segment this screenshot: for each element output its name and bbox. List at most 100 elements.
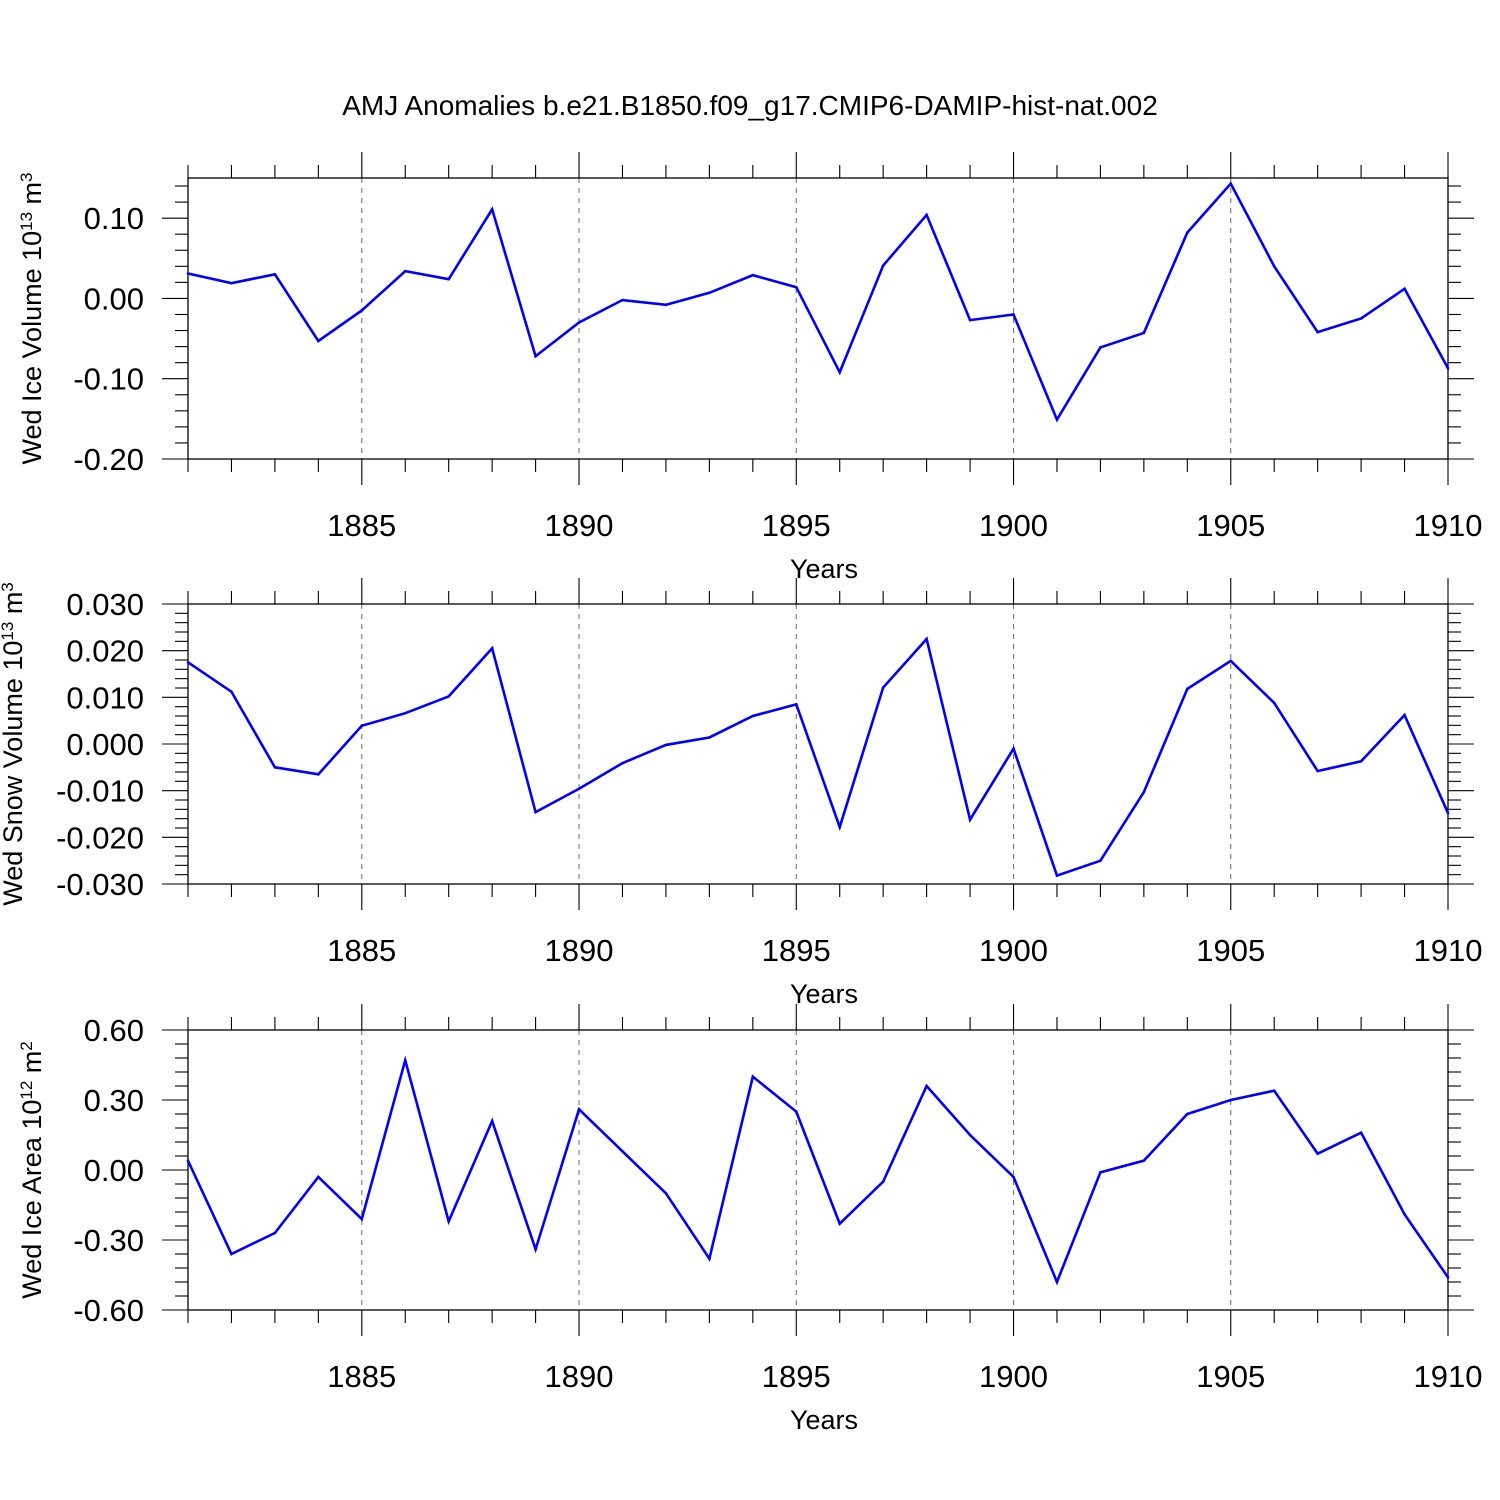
data-point-1888 — [490, 647, 494, 650]
data-point-1907 — [1316, 330, 1319, 334]
data-point-1883 — [273, 1231, 277, 1235]
data-point-1906 — [1272, 701, 1276, 705]
data-point-1884 — [317, 1175, 320, 1179]
data-point-1897 — [881, 264, 885, 267]
data-point-1885 — [360, 724, 364, 728]
data-point-1903 — [1142, 331, 1146, 335]
data-point-1884 — [317, 773, 320, 776]
y-tick-label: 0.000 — [66, 727, 144, 762]
y-tick-label: 0.30 — [84, 1083, 144, 1118]
data-point-1881 — [186, 661, 190, 664]
figure-title: AMJ Anomalies b.e21.B1850.f09_g17.CMIP6-… — [342, 90, 1158, 121]
x-tick-label: 1895 — [762, 933, 831, 968]
data-point-1909 — [1403, 1213, 1406, 1216]
data-point-1882 — [230, 1252, 233, 1256]
y-axis-label-exp: 13 — [17, 212, 36, 231]
data-point-1900 — [1012, 747, 1015, 750]
data-point-1889 — [534, 354, 537, 358]
data-point-1895 — [794, 703, 798, 706]
y-axis-label-unit-exp: 3 — [0, 582, 17, 591]
data-point-1891 — [621, 1150, 624, 1153]
data-point-1905 — [1229, 1098, 1233, 1102]
x-axis-label: Years — [790, 979, 858, 1009]
data-point-1882 — [230, 281, 233, 285]
x-tick-label: 1910 — [1414, 1359, 1483, 1394]
x-tick-label: 1895 — [762, 1359, 831, 1394]
y-tick-label: -0.30 — [73, 1223, 144, 1258]
data-point-1907 — [1316, 769, 1319, 773]
data-point-1894 — [751, 714, 755, 718]
data-point-1899 — [968, 318, 972, 322]
series-line — [187, 636, 1450, 878]
y-tick-label: -0.010 — [56, 774, 144, 809]
data-point-1900 — [1012, 313, 1015, 316]
data-point-1901 — [1055, 1280, 1059, 1284]
x-tick-label: 1905 — [1196, 1359, 1265, 1394]
data-point-1890 — [577, 321, 581, 324]
data-point-1902 — [1099, 1171, 1102, 1174]
data-point-1889 — [534, 1248, 537, 1251]
data-point-1896 — [838, 825, 842, 829]
y-tick-label: 0.60 — [84, 1013, 144, 1048]
x-tick-label: 1900 — [979, 508, 1048, 543]
y-axis-label-unit-exp: 2 — [17, 1041, 36, 1050]
x-tick-label: 1890 — [545, 508, 614, 543]
data-point-1893 — [708, 1257, 711, 1260]
x-tick-label: 1900 — [979, 1359, 1048, 1394]
data-point-1894 — [751, 273, 755, 277]
chart-panel-1: 0.10 0.00 -0.10 -0.20 1885 1890 1895 1900 1905 19… — [17, 152, 1482, 584]
y-axis-label-text: Wed Ice Area 10 — [17, 1100, 47, 1299]
y-axis-label: Wed Ice Area 1012 m2 — [17, 1041, 47, 1299]
panels: 0.10 0.00 -0.10 -0.20 1885 1890 1895 1900 1905 19… — [0, 152, 1482, 1435]
data-point-1896 — [838, 1222, 842, 1225]
y-tick-label: 0.010 — [66, 680, 144, 715]
data-point-1903 — [1142, 790, 1146, 794]
x-tick-label: 1885 — [327, 933, 396, 968]
data-point-1908 — [1359, 1131, 1363, 1134]
data-point-1902 — [1099, 859, 1102, 862]
y-axis-label-text: Wed Snow Volume 10 — [0, 641, 28, 906]
data-point-1897 — [881, 686, 885, 689]
data-point-1895 — [794, 285, 798, 289]
x-tick-label: 1910 — [1414, 933, 1483, 968]
data-point-1910 — [1446, 366, 1450, 370]
data-point-1892 — [664, 303, 668, 307]
y-tick-label: -0.020 — [56, 820, 144, 855]
data-point-1890 — [577, 787, 581, 791]
data-point-1896 — [838, 370, 842, 374]
data-point-1899 — [968, 1133, 972, 1137]
data-point-1899 — [968, 818, 972, 821]
y-axis-label-unit: m — [0, 592, 28, 622]
x-tick-label: 1905 — [1196, 933, 1265, 968]
data-point-1908 — [1359, 317, 1363, 320]
data-point-1902 — [1099, 346, 1102, 349]
data-point-1905 — [1229, 659, 1233, 663]
data-point-1887 — [447, 277, 450, 281]
x-tick-label: 1905 — [1196, 508, 1265, 543]
x-tick-label: 1885 — [327, 1359, 396, 1394]
x-tick-label: 1890 — [545, 933, 614, 968]
data-point-1885 — [360, 309, 364, 312]
data-point-1904 — [1186, 231, 1189, 234]
chart-panel-3: 0.60 0.30 0.00 -0.30 -0.60 1885 1890 1895 1900 19… — [17, 1004, 1483, 1435]
data-point-1904 — [1186, 1112, 1189, 1116]
data-point-1891 — [621, 298, 624, 302]
data-point-1907 — [1316, 1152, 1319, 1155]
data-point-1903 — [1142, 1159, 1146, 1162]
y-tick-label: 0.00 — [84, 1153, 144, 1188]
data-point-1883 — [273, 273, 277, 276]
data-point-1900 — [1012, 1175, 1015, 1179]
y-tick-label: -0.20 — [73, 442, 144, 477]
data-point-1888 — [490, 1119, 494, 1123]
data-point-1892 — [664, 1192, 668, 1195]
data-point-1889 — [534, 810, 537, 814]
x-tick-label: 1885 — [327, 508, 396, 543]
plot-frame — [187, 177, 1449, 460]
y-axis-label-unit: m — [17, 1051, 47, 1081]
data-point-1884 — [317, 339, 320, 343]
data-point-1906 — [1272, 1089, 1276, 1092]
data-point-1906 — [1272, 265, 1276, 268]
x-axis-label: Years — [790, 1405, 858, 1435]
y-tick-label: -0.60 — [73, 1293, 144, 1328]
